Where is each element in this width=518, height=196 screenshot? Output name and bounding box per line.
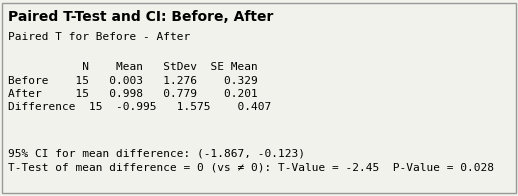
Text: T-Test of mean difference = 0 (vs ≠ 0): T-Value = -2.45  P-Value = 0.028: T-Test of mean difference = 0 (vs ≠ 0): … bbox=[8, 162, 494, 172]
Text: Before    15   0.003   1.276    0.329: Before 15 0.003 1.276 0.329 bbox=[8, 76, 258, 86]
Text: N    Mean   StDev  SE Mean: N Mean StDev SE Mean bbox=[8, 62, 258, 72]
Text: Paired T for Before - After: Paired T for Before - After bbox=[8, 32, 190, 42]
Text: Paired T-Test and CI: Before, After: Paired T-Test and CI: Before, After bbox=[8, 10, 274, 24]
Text: After     15   0.998   0.779    0.201: After 15 0.998 0.779 0.201 bbox=[8, 89, 258, 99]
Text: Difference  15  -0.995   1.575    0.407: Difference 15 -0.995 1.575 0.407 bbox=[8, 102, 271, 112]
Text: 95% CI for mean difference: (-1.867, -0.123): 95% CI for mean difference: (-1.867, -0.… bbox=[8, 148, 305, 158]
